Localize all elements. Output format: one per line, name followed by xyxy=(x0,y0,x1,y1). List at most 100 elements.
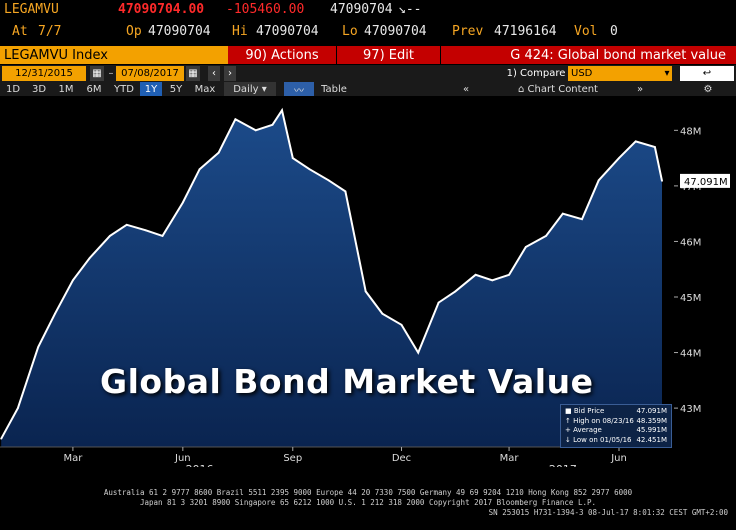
legend-item: + Average 45.991M xyxy=(565,426,667,436)
legend-label: + Average xyxy=(565,426,602,434)
period-bar: 1D 3D 1M 6M YTD 1Y 5Y Max Daily ▾ 〰 Tabl… xyxy=(0,82,736,97)
data-point xyxy=(653,146,656,148)
data-point xyxy=(271,123,274,126)
edit-button[interactable]: 97) Edit xyxy=(336,46,440,64)
prev-value: 47196164 xyxy=(494,24,557,39)
data-point xyxy=(327,179,330,182)
legend-label: ■ Bid Price xyxy=(565,407,605,415)
x-tick-label: Mar xyxy=(500,453,520,464)
last-price: 47090704.00 xyxy=(118,2,205,17)
chevron-down-icon[interactable]: ▾ xyxy=(664,68,670,79)
data-point xyxy=(37,346,40,348)
date-range-bar: 12/31/2015 ▦ – 07/08/2017 ▦ ‹ › 1) Compa… xyxy=(0,65,736,82)
currency-select[interactable]: USD xyxy=(568,66,672,81)
current-value-box xyxy=(680,173,730,188)
x-tick-label: Sep xyxy=(283,453,302,464)
data-point xyxy=(344,190,347,193)
data-point xyxy=(71,279,74,282)
expand-right-icon[interactable]: » xyxy=(636,83,644,95)
line-chart-icon[interactable]: 〰 xyxy=(284,82,314,97)
data-point xyxy=(17,407,19,410)
gear-icon[interactable]: ⚙ xyxy=(703,83,713,95)
data-point xyxy=(308,168,311,171)
legend-value: 42.451M xyxy=(636,435,667,444)
end-date-input[interactable]: 07/08/2017 xyxy=(116,66,184,81)
data-point xyxy=(618,157,620,160)
collapse-left-icon[interactable]: « xyxy=(462,83,470,95)
function-bar: LEGAMVU Index 90) Actions 97) Edit G 424… xyxy=(0,46,736,64)
ticker: LEGAMVU xyxy=(4,2,59,17)
data-point xyxy=(545,234,548,237)
trend-arrow: ↘-- xyxy=(398,2,422,17)
quote-row-1: LEGAMVU 47090704.00 -105460.00 47090704 … xyxy=(0,2,736,22)
x-tick-label: Jun xyxy=(610,453,627,464)
low-value: 47090704 xyxy=(364,24,427,39)
x-year-label: 2017 xyxy=(549,463,577,467)
data-point xyxy=(54,312,56,315)
data-point xyxy=(234,118,237,121)
index-label[interactable]: LEGAMVU Index xyxy=(0,46,228,64)
current-value-label: 47.091M xyxy=(684,177,728,188)
data-point xyxy=(281,109,283,112)
frequency-select[interactable]: Daily ▾ xyxy=(224,82,276,96)
y-tick-label: 44M xyxy=(680,349,701,360)
chart-area: 43M44M45M46M47M48M47.091MMarJunSepDecMar… xyxy=(0,97,730,467)
tab-max[interactable]: Max xyxy=(194,83,216,95)
x-tick-label: Dec xyxy=(392,453,411,464)
volume-label: Vol xyxy=(574,24,598,39)
at-value: 7/7 xyxy=(38,24,62,39)
start-calendar-icon[interactable]: ▦ xyxy=(90,66,104,81)
y-tick-label: 43M xyxy=(680,404,701,415)
next-range-icon[interactable]: › xyxy=(224,66,236,81)
chevron-down-icon: ▾ xyxy=(258,83,267,95)
data-point xyxy=(381,312,384,315)
end-calendar-icon[interactable]: ▦ xyxy=(186,66,200,81)
table-button[interactable]: Table xyxy=(321,83,347,95)
chart-content-button[interactable]: ⌂ Chart Content xyxy=(508,82,608,96)
chart-content-label: Chart Content xyxy=(527,83,598,95)
tab-5y[interactable]: 5Y xyxy=(169,83,183,95)
legend-value: 47.091M xyxy=(636,407,667,415)
tab-1d[interactable]: 1D xyxy=(5,83,21,95)
frequency-label: Daily xyxy=(233,83,259,95)
date-separator: – xyxy=(108,68,114,79)
back-icon[interactable]: ↩ xyxy=(680,66,734,81)
legend-item: ↑ High on 08/23/16 48.359M xyxy=(565,417,667,427)
legend: ■ Bid Price 47.091M ↑ High on 08/23/16 48.… xyxy=(560,404,672,448)
last-price-small: 47090704 xyxy=(330,2,393,17)
data-point xyxy=(634,140,637,143)
data-point xyxy=(161,234,164,237)
compare-button[interactable]: 1) Compare xyxy=(506,68,566,79)
low-label: Lo xyxy=(342,24,358,39)
high-value: 47090704 xyxy=(256,24,319,39)
chart-content-icon: ⌂ xyxy=(518,83,528,95)
start-date-input[interactable]: 12/31/2015 xyxy=(2,66,86,81)
price-change: -105460.00 xyxy=(226,2,305,17)
data-point xyxy=(217,151,220,154)
tab-6m[interactable]: 6M xyxy=(86,83,102,95)
prev-label: Prev xyxy=(452,24,484,39)
data-point xyxy=(109,234,111,237)
x-tick-label: Mar xyxy=(63,453,83,464)
x-year-label: 2016 xyxy=(186,463,214,467)
legend-label: ↑ High on 08/23/16 xyxy=(565,416,634,425)
series-area xyxy=(1,110,662,448)
legend-value: 45.991M xyxy=(636,426,667,434)
data-point xyxy=(0,437,3,440)
tab-1m[interactable]: 1M xyxy=(58,83,74,95)
at-label: At xyxy=(12,24,28,39)
data-point xyxy=(561,212,564,215)
data-point xyxy=(400,323,403,326)
y-tick-label: 48M xyxy=(680,126,701,137)
data-point xyxy=(88,257,91,260)
tab-1y[interactable]: 1Y xyxy=(140,82,162,96)
tab-ytd[interactable]: YTD xyxy=(114,83,134,95)
data-point xyxy=(181,201,184,204)
tab-3d[interactable]: 3D xyxy=(31,83,47,95)
data-point xyxy=(581,218,583,221)
footer-line-1: Australia 61 2 9777 8600 Brazil 5511 239… xyxy=(103,488,633,497)
page-title: G 424: Global bond market value xyxy=(440,46,736,64)
footer-line-2: Japan 81 3 3201 8900 Singapore 65 6212 1… xyxy=(139,498,597,507)
actions-button[interactable]: 90) Actions xyxy=(228,46,336,64)
prev-range-icon[interactable]: ‹ xyxy=(208,66,220,81)
